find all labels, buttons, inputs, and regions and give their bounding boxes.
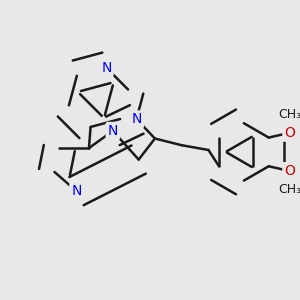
Text: O: O — [284, 126, 295, 140]
Text: O: O — [284, 164, 295, 178]
Text: N: N — [101, 61, 112, 75]
Text: N: N — [71, 184, 82, 198]
Text: CH₃: CH₃ — [278, 108, 300, 121]
Text: N: N — [132, 112, 142, 126]
Text: N: N — [108, 124, 118, 138]
Text: CH₃: CH₃ — [278, 183, 300, 196]
